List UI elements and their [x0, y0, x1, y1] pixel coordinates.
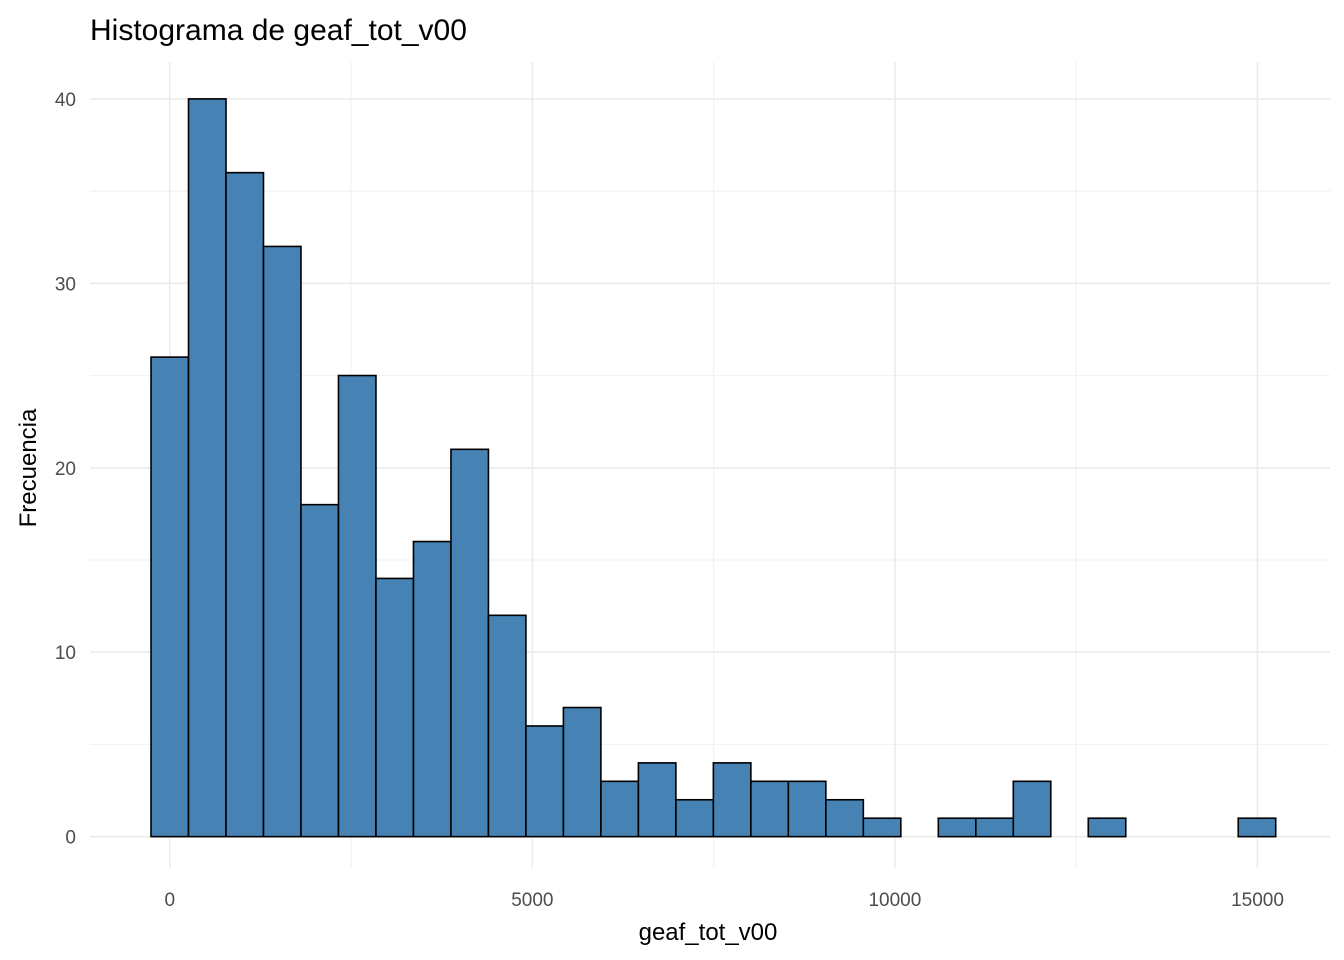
histogram-bar [487, 614, 527, 838]
histogram-bar [1012, 780, 1052, 838]
histogram-bar [825, 798, 865, 838]
histogram-bar [150, 356, 190, 838]
histogram-bar [1237, 817, 1277, 838]
grid-lines [90, 62, 1330, 868]
y-tick-label: 40 [55, 90, 76, 111]
histogram-bar [637, 762, 677, 838]
histogram-bar [225, 171, 265, 838]
chart-title: Histograma de geaf_tot_v00 [90, 14, 467, 47]
histogram-bar [412, 540, 452, 838]
histogram-bar [300, 503, 340, 838]
x-tick-label: 10000 [868, 890, 921, 911]
y-tick-label: 30 [55, 274, 76, 295]
x-tick-label: 5000 [511, 890, 553, 911]
histogram-bar [862, 817, 902, 838]
histogram-bar [1087, 817, 1127, 838]
histogram-bar [712, 762, 752, 838]
y-tick-label: 10 [55, 643, 76, 664]
x-axis-title: geaf_tot_v00 [639, 919, 778, 946]
axis-tick-labels: 0 5000 10000 15000 0 10 20 30 40 [55, 90, 1284, 911]
histogram-bars [150, 98, 1277, 838]
histogram-bar [562, 706, 602, 838]
x-tick-label: 0 [164, 890, 175, 911]
y-tick-label: 20 [55, 459, 76, 480]
histogram-bar [975, 817, 1015, 838]
y-tick-label: 0 [65, 828, 76, 849]
histogram-bar [750, 780, 790, 838]
x-tick-label: 15000 [1231, 890, 1284, 911]
histogram-bar [337, 374, 377, 838]
histogram-bar [375, 577, 415, 838]
histogram-bar [937, 817, 977, 838]
histogram-bar [450, 448, 490, 838]
histogram-bar [787, 780, 827, 838]
y-axis-title: Frecuencia [15, 408, 42, 527]
histogram-bar [525, 725, 565, 838]
histogram-bar [600, 780, 640, 838]
histogram-bar [675, 798, 715, 838]
histogram-bar [262, 245, 302, 838]
histogram-bar [187, 98, 227, 838]
